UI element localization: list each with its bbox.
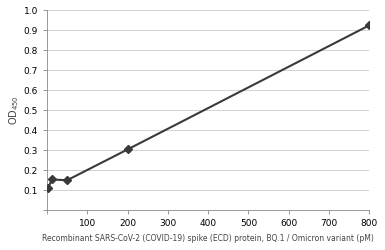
Y-axis label: OD$_{450}$: OD$_{450}$ — [7, 96, 21, 126]
X-axis label: Recombinant SARS-CoV-2 (COVID-19) spike (ECD) protein, BQ.1 / Omicron variant (p: Recombinant SARS-CoV-2 (COVID-19) spike … — [42, 234, 374, 243]
